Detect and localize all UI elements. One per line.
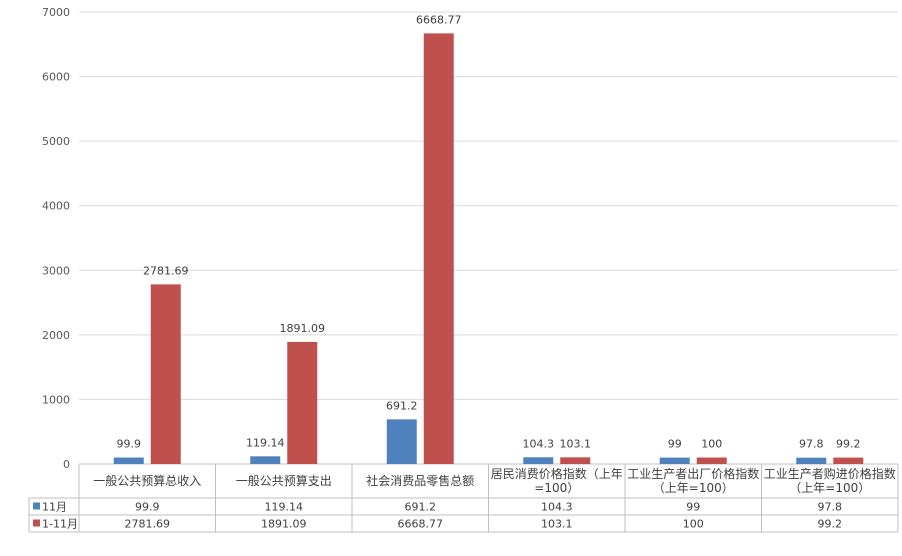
bar bbox=[287, 341, 318, 464]
table-cell: 6668.77 bbox=[398, 518, 444, 531]
table-cell: 99.9 bbox=[135, 501, 160, 514]
y-tick-label: 3000 bbox=[42, 264, 70, 277]
y-tick-label: 4000 bbox=[42, 200, 70, 213]
data-label: 104.3 bbox=[523, 437, 555, 450]
y-tick-label: 0 bbox=[63, 458, 70, 471]
legend-key bbox=[33, 502, 40, 510]
bars bbox=[113, 33, 864, 464]
table-cell: 104.3 bbox=[541, 501, 573, 514]
bar bbox=[696, 457, 727, 464]
legend-label: 1-11月 bbox=[42, 518, 78, 531]
table-cell: 100 bbox=[683, 518, 704, 531]
table-cell: 103.1 bbox=[541, 518, 573, 531]
category-label: 一般公共预算支出 bbox=[236, 473, 332, 488]
bar bbox=[113, 457, 144, 464]
bar bbox=[423, 33, 454, 464]
data-label: 99.2 bbox=[836, 438, 861, 451]
bar bbox=[386, 419, 417, 464]
data-label: 99 bbox=[668, 438, 682, 451]
data-label: 97.8 bbox=[799, 438, 824, 451]
category-label: 居民消费价格指数（上年 bbox=[491, 466, 623, 481]
category-label: 社会消费品零售总额 bbox=[366, 473, 474, 488]
data-label: 103.1 bbox=[560, 437, 592, 450]
y-axis: 0 1000 2000 3000 4000 5000 6000 7000 bbox=[42, 6, 70, 471]
bar bbox=[560, 457, 591, 464]
bar bbox=[250, 456, 281, 464]
bar bbox=[833, 457, 864, 464]
data-label: 6668.77 bbox=[416, 13, 462, 26]
data-label: 99.9 bbox=[117, 438, 142, 451]
table-cell: 99 bbox=[686, 501, 700, 514]
legend-key bbox=[33, 519, 40, 527]
legend-label: 11月 bbox=[42, 501, 67, 514]
y-tick-label: 7000 bbox=[42, 6, 70, 19]
data-table: 一般公共预算总收入 一般公共预算支出 社会消费品零售总额 居民消费价格指数（上年=10… bbox=[28, 464, 899, 533]
data-label: 2781.69 bbox=[143, 264, 189, 277]
gridlines bbox=[79, 11, 898, 465]
table-cell: 99.2 bbox=[818, 518, 843, 531]
category-label: （上年=100） bbox=[789, 481, 870, 495]
category-label: 工业生产者出厂价格指数 bbox=[627, 466, 759, 481]
bar bbox=[796, 457, 827, 464]
category-label: 一般公共预算总收入 bbox=[93, 473, 201, 488]
data-label: 119.14 bbox=[246, 436, 285, 449]
table-cell: 119.14 bbox=[265, 501, 304, 514]
category-label: =100） bbox=[534, 481, 579, 495]
y-tick-label: 2000 bbox=[42, 329, 70, 342]
bar bbox=[659, 457, 690, 464]
y-tick-label: 5000 bbox=[42, 135, 70, 148]
y-tick-label: 6000 bbox=[42, 71, 70, 84]
category-label: （上年=100） bbox=[653, 481, 734, 495]
data-labels: 99.9 119.14 691.2 104.3 99 97.8 2781.69 1891.09… bbox=[117, 13, 861, 450]
category-label: 工业生产者购进价格指数 bbox=[764, 466, 896, 481]
data-label: 100 bbox=[701, 438, 722, 451]
data-label: 1891.09 bbox=[280, 322, 326, 335]
table-cell: 2781.69 bbox=[125, 518, 171, 531]
data-label: 691.2 bbox=[386, 399, 418, 412]
bar bbox=[523, 457, 554, 464]
bar bbox=[150, 284, 181, 464]
table-cell: 691.2 bbox=[405, 501, 437, 514]
table-cell: 1891.09 bbox=[261, 518, 307, 531]
table-cell: 97.8 bbox=[818, 501, 843, 514]
y-tick-label: 1000 bbox=[42, 393, 70, 406]
